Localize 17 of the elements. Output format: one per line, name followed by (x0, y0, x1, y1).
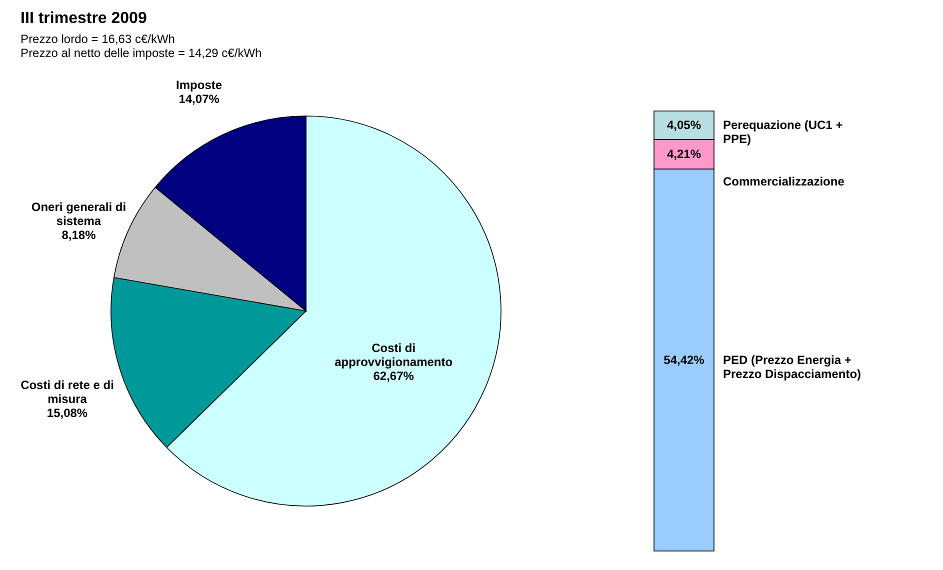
chart-subtitle: Prezzo lordo = 16,63 c€/kWh (20, 32, 175, 46)
text: Prezzo al netto delle imposte = 14,29 c€/kWh (20, 46, 262, 60)
series-label: Perequazione (UC1 + PPE) (723, 118, 843, 146)
data-label: 54,42% (664, 352, 705, 367)
data-label: 14,07% (178, 92, 220, 106)
slice-label: Costi di rete e di misura (20, 378, 114, 406)
series-label: PED (Prezzo Energia + Prezzo Dispacciamento) (723, 352, 862, 381)
series-label: Commercializzazione (723, 174, 845, 188)
data-label: 4,21% (666, 147, 702, 162)
chart-title: III trimestre 2009 (20, 10, 147, 28)
data-label: 62,67% (373, 368, 414, 383)
slice-label: Imposte (176, 78, 222, 92)
slice-label: Costi di approvvigionamento (334, 340, 453, 369)
slice-label: Oneri generali di sistema (31, 200, 126, 228)
data-label: 4,05% (666, 118, 702, 132)
data-label: 15,08% (46, 406, 88, 420)
data-label: 8,18% (62, 228, 96, 242)
